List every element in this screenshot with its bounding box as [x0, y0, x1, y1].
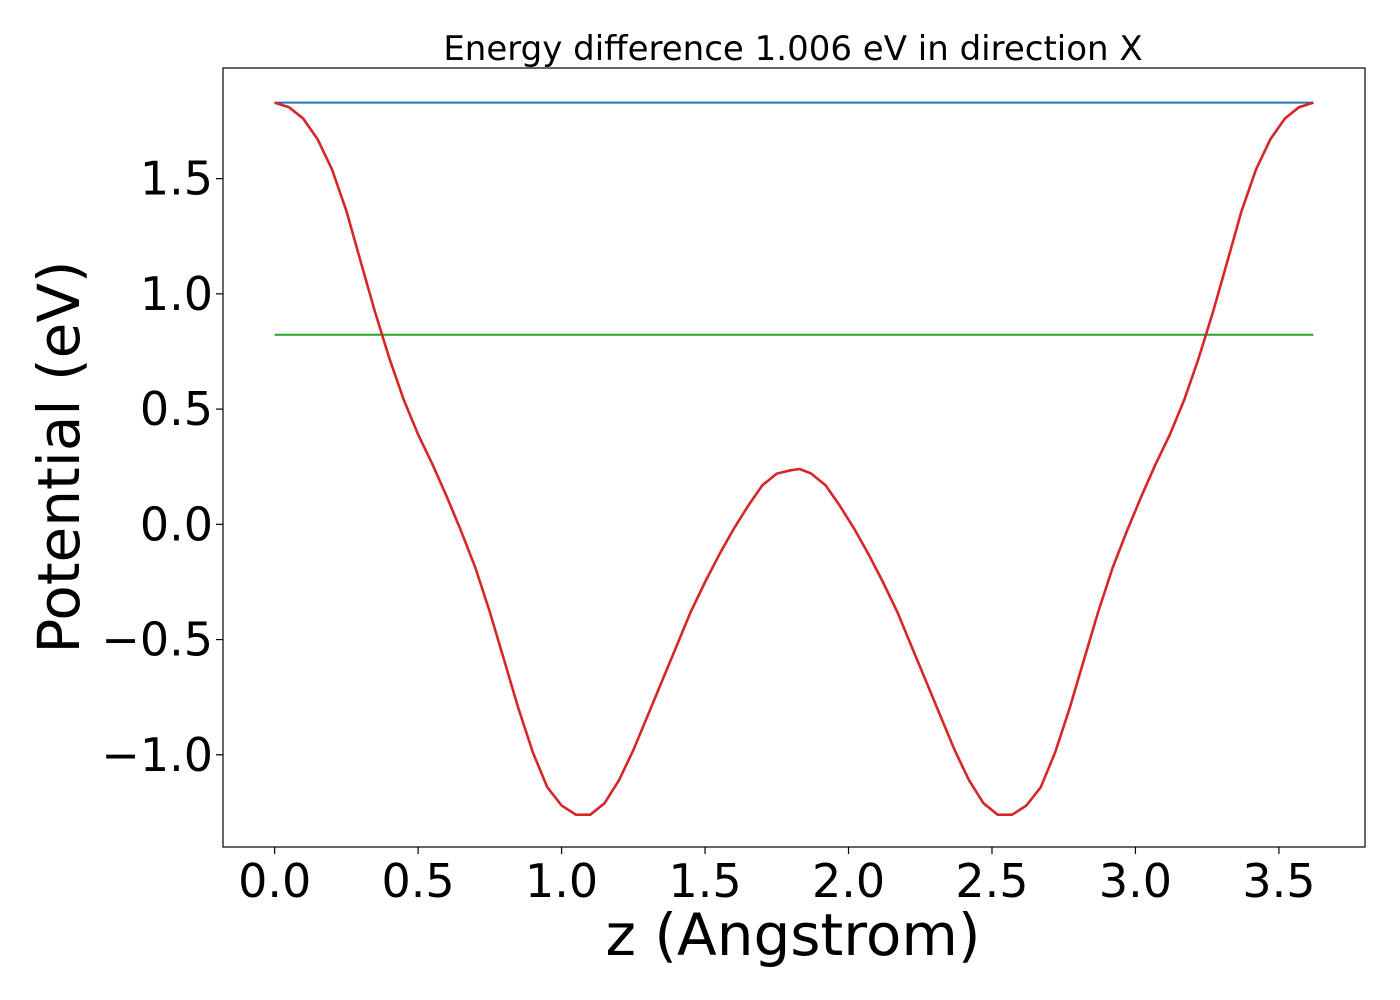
x-tick-label: 2.0: [812, 854, 885, 908]
y-tick-label: 1.5: [140, 152, 213, 206]
x-tick-label: 1.5: [668, 854, 741, 908]
y-axis-label: Potential (eV): [25, 260, 93, 653]
y-tick-label: 0.5: [140, 382, 213, 436]
x-tick-label: 0.5: [382, 854, 455, 908]
chart-title: Energy difference 1.006 eV in direction …: [443, 29, 1142, 69]
y-tick-label: 1.0: [140, 267, 213, 321]
series-line-0: [274, 101, 1314, 817]
x-tick-label: 3.0: [1099, 854, 1172, 908]
y-tick-label: 0.0: [140, 497, 213, 551]
x-axis-label: z (Angstrom): [606, 901, 981, 969]
x-tick-label: 1.0: [525, 854, 598, 908]
x-tick-label: 2.5: [955, 854, 1028, 908]
x-tick-label: 0.0: [238, 854, 311, 908]
x-tick-label: 3.5: [1242, 854, 1315, 908]
y-axis-ticks: −1.0 −0.5 0.0 0.5 1.0 1.5: [101, 152, 223, 782]
plot-frame: [222, 67, 1366, 848]
y-tick-label: −0.5: [101, 613, 213, 667]
x-axis-ticks: 0.0 0.5 1.0 1.5 2.0 2.5 3.0 3.5: [238, 847, 1315, 908]
series-layer: [274, 101, 1314, 817]
y-tick-label: −1.0: [101, 728, 213, 782]
